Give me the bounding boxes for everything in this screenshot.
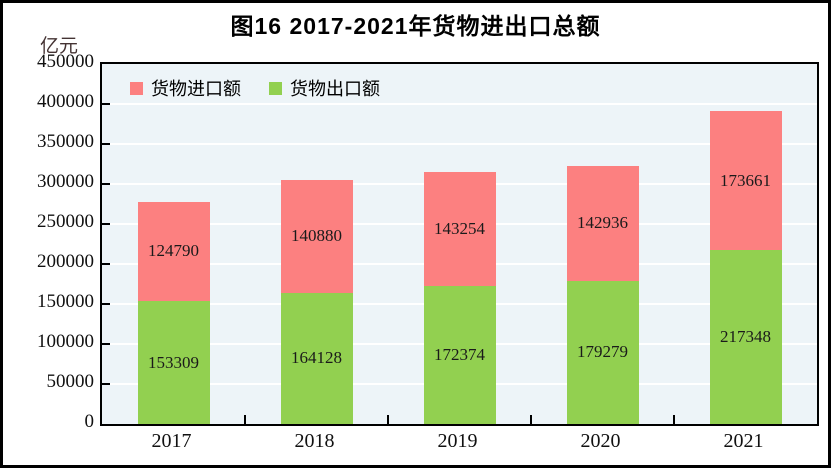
x-axis-tick-label: 2018 — [294, 430, 335, 452]
x-axis-tick-label: 2019 — [437, 430, 478, 452]
y-axis-tick-label: 200000 — [37, 251, 94, 272]
y-axis-tick-label: 150000 — [37, 291, 94, 312]
y-tick-mark — [102, 143, 110, 145]
y-tick-mark — [102, 303, 110, 305]
x-tick-mark — [530, 415, 532, 424]
plot-inner: 153309 124790 164128 140880 172374 143254 1792… — [102, 64, 817, 424]
bar-segment-2018: 164128 — [280, 292, 353, 424]
y-axis-tick-label: 250000 — [37, 211, 94, 232]
bar-value-label: 173661 — [720, 170, 771, 190]
y-tick-mark — [102, 263, 110, 265]
y-tick-mark — [102, 103, 110, 105]
y-axis-tick-label: 350000 — [37, 131, 94, 152]
y-tick-mark — [102, 223, 110, 225]
y-tick-mark — [102, 383, 110, 385]
bar-value-label: 164128 — [291, 348, 342, 368]
bar-value-label: 124790 — [148, 241, 199, 261]
x-axis-tick-label: 2017 — [151, 430, 192, 452]
bar-value-label: 143254 — [434, 218, 485, 238]
y-axis-tick-label: 0 — [84, 411, 95, 432]
y-axis-tick-label: 300000 — [37, 171, 94, 192]
bar-value-label: 142936 — [577, 213, 628, 233]
bar-segment-2017: 124790 — [137, 201, 210, 302]
x-axis-tick-label: 2020 — [580, 430, 621, 452]
gridline — [102, 103, 817, 105]
y-axis-tick-label: 50000 — [46, 371, 95, 392]
x-tick-mark — [673, 415, 675, 424]
bar-value-label: 153309 — [148, 352, 199, 372]
legend-item-exports: 货物出口额 — [269, 75, 380, 101]
bar-segment-2019: 172374 — [423, 286, 496, 424]
legend-swatch-imports-icon — [130, 81, 143, 95]
plot-area: 153309 124790 164128 140880 172374 143254 1792… — [100, 62, 819, 426]
y-axis-tick-label: 100000 — [37, 331, 94, 352]
bar-segment-2021: 217348 — [709, 250, 782, 424]
y-tick-mark — [102, 343, 110, 345]
y-axis-tick-label: 450000 — [37, 51, 94, 72]
y-axis-unit-label: 亿元 — [39, 36, 78, 57]
bar-value-label: 172374 — [434, 345, 485, 365]
bar-value-label: 140880 — [291, 226, 342, 246]
legend: 货物进口额 货物出口额 — [130, 75, 380, 101]
legend-swatch-exports-icon — [269, 81, 282, 95]
bar-segment-2019: 143254 — [423, 171, 496, 287]
legend-item-imports: 货物进口额 — [130, 75, 241, 101]
y-axis-tick-label: 400000 — [37, 91, 94, 112]
x-tick-mark — [387, 415, 389, 424]
x-tick-mark — [244, 415, 246, 424]
legend-label-exports: 货物出口额 — [290, 79, 380, 99]
y-tick-mark — [102, 183, 110, 185]
bar-value-label: 217348 — [720, 327, 771, 347]
bar-segment-2020: 179279 — [566, 280, 639, 424]
x-axis-tick-label: 2021 — [723, 430, 764, 452]
chart-title: 图16 2017-2021年货物进出口总额 — [230, 13, 601, 39]
legend-label-imports: 货物进口额 — [151, 79, 241, 99]
bar-segment-2017: 153309 — [137, 301, 210, 424]
bar-segment-2020: 142936 — [566, 166, 639, 281]
bar-segment-2018: 140880 — [280, 180, 353, 293]
bar-segment-2021: 173661 — [709, 111, 782, 251]
gridline — [102, 143, 817, 145]
bar-value-label: 179279 — [577, 342, 628, 362]
